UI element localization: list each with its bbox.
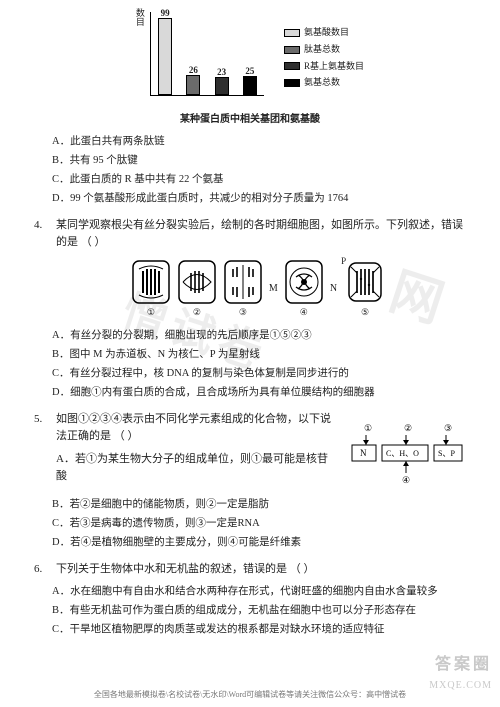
cell-2-icon <box>177 259 217 305</box>
q3-chart: 数目 99 26 23 25 氨基酸数目肽基总数 R基上氨基数目氨基总数 <box>34 8 466 108</box>
svg-text:S、P: S、P <box>438 449 455 458</box>
q5-stem: 5. 如图①②③④表示由不同化学元素组成的化合物，以下说 法正确的是 （ ） A… <box>34 411 466 497</box>
q3-opt-d: D．99 个氨基酸形成此蛋白质时，共减少的相对分子质量为 1764 <box>52 191 466 207</box>
q5-opt-c: C．若③是病毒的遗传物质，则③一定是RNA <box>52 516 466 532</box>
svg-text:C、H、O: C、H、O <box>386 449 419 458</box>
brand-watermark: 答案圈 MXQE.COM <box>429 653 492 693</box>
q4-opt-a: A．有丝分裂的分裂期，细胞出现的先后顺序是①⑤②③ <box>52 328 466 344</box>
q3-opt-a: A．此蛋白共有两条肽链 <box>52 134 466 150</box>
svg-text:N: N <box>360 448 367 458</box>
legend-item-1: 肽基总数 <box>284 43 364 57</box>
q6-stem: 6. 下列关于生物体中水和无机盐的叙述，错误的是 （ ） <box>34 561 466 578</box>
cell-1-icon <box>131 259 171 305</box>
svg-text:②: ② <box>404 423 412 433</box>
label-n: N <box>330 281 337 297</box>
cell-3-icon <box>223 259 263 305</box>
q4-stem: 4. 某同学观察根尖有丝分裂实验后，绘制的各时期细胞图，如图所示。下列叙述，错误… <box>34 217 466 251</box>
q4-cell-diagrams: ① ② ③ M ④ N P <box>52 259 466 320</box>
svg-text:③: ③ <box>444 423 452 433</box>
bar-1: 26 <box>186 75 200 95</box>
q5-diagram: ① ② ③ N C、H、O S、P ④ <box>346 421 466 497</box>
legend-item-2: R基上氨基数目 <box>284 60 364 74</box>
chart-legend: 氨基酸数目肽基总数 R基上氨基数目氨基总数 <box>284 8 364 108</box>
q3-opt-c: C．此蛋白质的 R 基中共有 22 个氨基 <box>52 172 466 188</box>
footer-text: 全国各地最新模拟卷\名校试卷\无水印\Word可编辑试卷等请关注微信公众号：高中… <box>0 689 500 701</box>
q6-opt-b: B．有些无机盐可作为蛋白质的组成成分，无机盐在细胞中也可以分子形态存在 <box>52 603 466 619</box>
cell-5-icon <box>343 259 387 305</box>
q4-opt-d: D．细胞①内有蛋白质的合成，且合成场所为具有单位膜结构的细胞器 <box>52 385 466 401</box>
q5-opt-d: D．若④是植物细胞壁的主要成分，则④可能是纤维素 <box>52 535 466 551</box>
bar-chart: 数目 99262325 <box>136 8 266 108</box>
q6-opt-c: C．干旱地区植物肥厚的肉质茎或发达的根系都是对缺水环境的适应特征 <box>52 622 466 638</box>
svg-text:①: ① <box>364 423 372 433</box>
q6-opt-a: A．水在细胞中有自由水和结合水两种存在形式，代谢旺盛的细胞内自由水含量较多 <box>52 584 466 600</box>
label-m: M <box>269 281 278 297</box>
legend-item-0: 氨基酸数目 <box>284 26 364 40</box>
legend-item-3: 氨基总数 <box>284 76 364 90</box>
label-p: P <box>341 255 346 269</box>
q3-opt-b: B．共有 95 个肽键 <box>52 153 466 169</box>
y-axis-label: 数目 <box>132 8 146 26</box>
svg-text:④: ④ <box>402 475 410 485</box>
q5-opt-b: B．若②是细胞中的储能物质，则②一定是脂肪 <box>52 497 466 513</box>
q4-opt-c: C．有丝分裂过程中，核 DNA 的复制与染色体复制是同步进行的 <box>52 366 466 382</box>
cell-4-icon <box>284 259 324 305</box>
bar-3: 25 <box>243 76 257 96</box>
bar-0: 99 <box>158 18 172 95</box>
q4-opt-b: B．图中 M 为赤道板、N 为核仁、P 为星射线 <box>52 347 466 363</box>
bar-2: 23 <box>215 77 229 95</box>
chart-caption: 某种蛋白质中相关基团和氨基酸 <box>34 112 466 128</box>
